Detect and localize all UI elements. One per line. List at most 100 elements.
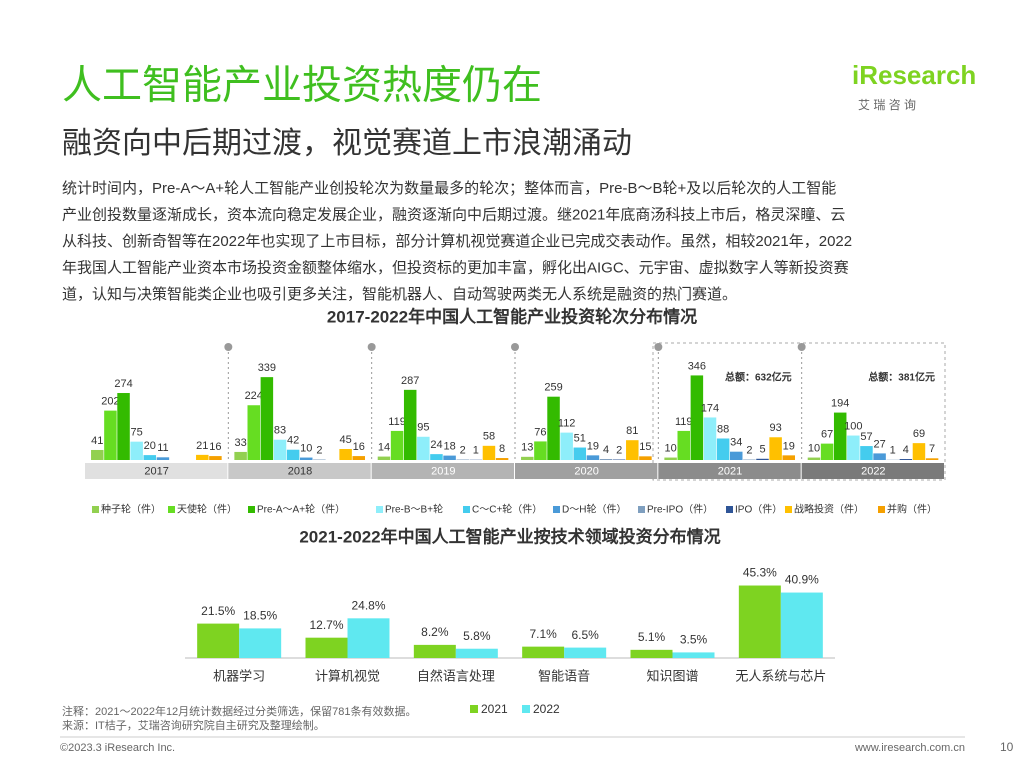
data-label: 21 — [196, 440, 208, 452]
legend-swatch — [638, 506, 645, 513]
bar — [534, 441, 547, 460]
bar — [730, 451, 743, 460]
bar — [234, 451, 247, 460]
bar — [197, 623, 240, 658]
legend-label: D～H轮（件） — [562, 503, 626, 516]
bar — [196, 454, 209, 460]
bar — [300, 457, 313, 460]
bar — [807, 457, 821, 460]
data-label: 2 — [460, 444, 466, 456]
title: 人工智能产业投资热度仍在 — [62, 64, 542, 108]
data-label: 7.1% — [529, 627, 557, 641]
data-label: 18.5% — [243, 609, 277, 623]
data-label: 88 — [717, 423, 729, 435]
source: 来源：IT桔子，艾瑞咨询研究院自主研究及整理绘制。 — [62, 718, 325, 732]
bar — [347, 618, 390, 658]
data-label: 3.5% — [680, 633, 708, 647]
bar — [664, 457, 677, 460]
bar — [495, 458, 509, 460]
bar — [672, 652, 715, 658]
legend-label: Pre-IPO（件） — [647, 504, 713, 516]
data-label: 51 — [574, 432, 586, 444]
legend-swatch — [878, 506, 885, 513]
data-label: 33 — [235, 437, 247, 449]
data-label: 21.5% — [201, 604, 235, 618]
bar — [339, 449, 352, 460]
annotation: 总额：632亿元 — [725, 371, 792, 384]
paragraph-line: 从科技、创新奇智等在2022年也实现了上市目标，部分计算机视觉赛道企业已完成交表… — [62, 232, 852, 250]
data-label: 18 — [443, 441, 455, 453]
bar — [599, 459, 613, 460]
data-label: 15 — [639, 441, 651, 453]
data-label: 34 — [730, 437, 742, 449]
annotation: 总额：381亿元 — [868, 371, 935, 384]
data-label: 112 — [558, 418, 576, 430]
data-label: 174 — [701, 402, 719, 414]
legend-label: Pre-A～A+轮（件） — [257, 503, 345, 516]
bar — [677, 430, 690, 460]
bar — [847, 435, 860, 460]
bar — [716, 438, 730, 460]
x-tick-label: 2022 — [861, 465, 885, 477]
bar — [247, 405, 260, 460]
data-label: 119 — [388, 416, 406, 428]
data-label: 8.2% — [421, 625, 449, 639]
legend-swatch — [470, 705, 478, 713]
data-label: 274 — [114, 378, 132, 390]
note: 注释：2021～2022年12月统计数据经过分类筛选，保留781条有效数据。 — [62, 704, 417, 718]
bar — [273, 439, 287, 460]
x-tick-label: 2019 — [431, 465, 455, 477]
data-label: 1 — [890, 445, 896, 457]
paragraph-line: 统计时间内，Pre-A～A+轮人工智能产业创投轮次为数量最多的轮次；整体而言，P… — [62, 179, 836, 197]
data-label: 6.5% — [571, 628, 599, 642]
bar — [560, 432, 573, 460]
x-tick-label: 2017 — [144, 465, 168, 477]
bar — [547, 396, 560, 460]
year-band — [515, 463, 658, 479]
data-label: 7 — [929, 443, 935, 455]
bar — [455, 648, 498, 658]
data-label: 76 — [534, 426, 546, 438]
bar — [91, 449, 104, 460]
bar — [417, 436, 430, 460]
data-label: 10 — [300, 442, 312, 454]
bar — [925, 458, 939, 460]
data-label: 1 — [473, 445, 479, 457]
data-label: 10 — [808, 442, 820, 454]
data-label: 42 — [287, 435, 299, 447]
legend-swatch — [726, 506, 733, 513]
data-label: 4 — [903, 444, 909, 456]
data-label: 346 — [688, 360, 706, 372]
data-label: 40.9% — [785, 573, 819, 587]
bar — [413, 644, 456, 658]
x-tick-label: 知识图谱 — [646, 668, 698, 683]
logo-sub: 艾 瑞 咨 询 — [858, 97, 916, 112]
bar — [156, 457, 170, 460]
website: www.iresearch.com.cn — [854, 742, 965, 754]
bar — [430, 454, 443, 460]
separator-dot — [654, 343, 663, 351]
data-label: 93 — [770, 422, 782, 434]
data-label: 24.8% — [351, 598, 385, 612]
data-label: 75 — [131, 427, 143, 439]
paragraph-line: 道，认知与决策智能类企业也吸引更多关注，智能机器人、自动驾驶两类无人系统是融资的… — [62, 285, 737, 303]
data-label: 24 — [430, 439, 442, 451]
legend-swatch — [92, 506, 99, 513]
legend-swatch — [248, 506, 255, 513]
x-tick-label: 计算机视觉 — [315, 668, 380, 683]
data-label: 14 — [378, 441, 390, 453]
data-label: 95 — [417, 422, 429, 434]
legend-label: 2022 — [533, 702, 560, 716]
data-label: 5.1% — [638, 630, 666, 644]
legend-label: Pre-B～B+轮 — [385, 503, 443, 516]
bar — [873, 453, 886, 460]
bar — [260, 377, 274, 460]
bar — [833, 412, 847, 460]
data-label: 20 — [144, 440, 156, 452]
data-label: 8 — [499, 443, 505, 455]
bar — [626, 440, 639, 460]
copyright: ©2023.3 iResearch Inc. — [60, 742, 175, 754]
bar — [820, 443, 834, 460]
legend-swatch — [785, 506, 792, 513]
data-label: 41 — [91, 435, 103, 447]
